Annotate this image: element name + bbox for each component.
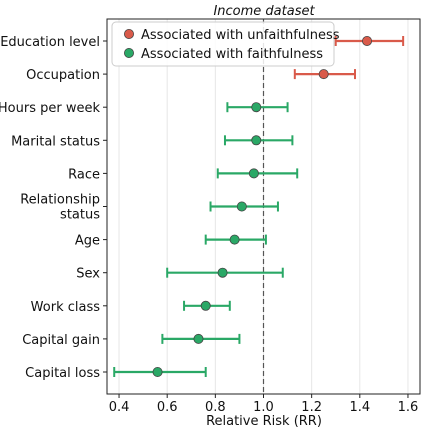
x-tick-label: 1.4 xyxy=(349,400,370,415)
y-category-label-line: status xyxy=(60,208,100,223)
y-axis: Education level Occupation Hours per week M… xyxy=(0,35,107,381)
data-point xyxy=(251,135,262,146)
x-axis-label: Relative Risk (RR) xyxy=(206,414,322,429)
x-tick-label: 1.6 xyxy=(398,400,419,415)
legend-marker xyxy=(124,48,135,59)
legend-marker xyxy=(124,28,135,39)
x-tick-label: 0.8 xyxy=(205,400,226,415)
y-category-label: Occupation xyxy=(26,68,100,83)
x-tick-label: 0.4 xyxy=(109,400,130,415)
x-tick-label: 0.6 xyxy=(157,400,178,415)
y-category-label: Education level xyxy=(0,35,100,50)
legend: Associated with unfaithfulness Associated… xyxy=(111,21,340,67)
data-point xyxy=(248,168,259,179)
y-category-label: Hours per week xyxy=(0,101,100,116)
data-point xyxy=(200,300,211,311)
data-point xyxy=(318,69,329,80)
y-category-label: Marital status xyxy=(11,134,100,149)
y-category-label: Relationship status xyxy=(20,193,100,223)
data-point xyxy=(362,36,373,47)
data-point xyxy=(152,366,163,377)
data-point xyxy=(193,333,204,344)
x-axis: 0.4 0.6 0.8 1.0 1.2 1.4 1.6 xyxy=(109,394,419,415)
y-category-label: Age xyxy=(75,234,100,249)
y-category-label-line: Relationship xyxy=(20,193,100,208)
x-tick-label: 1.0 xyxy=(253,400,274,415)
legend-label: Associated with unfaithfulness xyxy=(141,28,340,43)
y-category-label: Work class xyxy=(31,300,101,315)
legend-box xyxy=(111,21,335,67)
data-point xyxy=(217,267,228,278)
y-category-label: Sex xyxy=(76,267,100,282)
data-point xyxy=(251,102,262,113)
y-category-label: Capital gain xyxy=(22,333,100,348)
data-points xyxy=(152,36,373,377)
data-point xyxy=(229,234,240,245)
legend-label: Associated with faithfulness xyxy=(141,47,323,62)
data-point xyxy=(236,201,247,212)
y-category-label: Race xyxy=(68,167,100,182)
chart-title: Income dataset xyxy=(213,4,315,19)
y-category-label: Capital loss xyxy=(25,366,100,381)
x-tick-label: 1.2 xyxy=(301,400,322,415)
